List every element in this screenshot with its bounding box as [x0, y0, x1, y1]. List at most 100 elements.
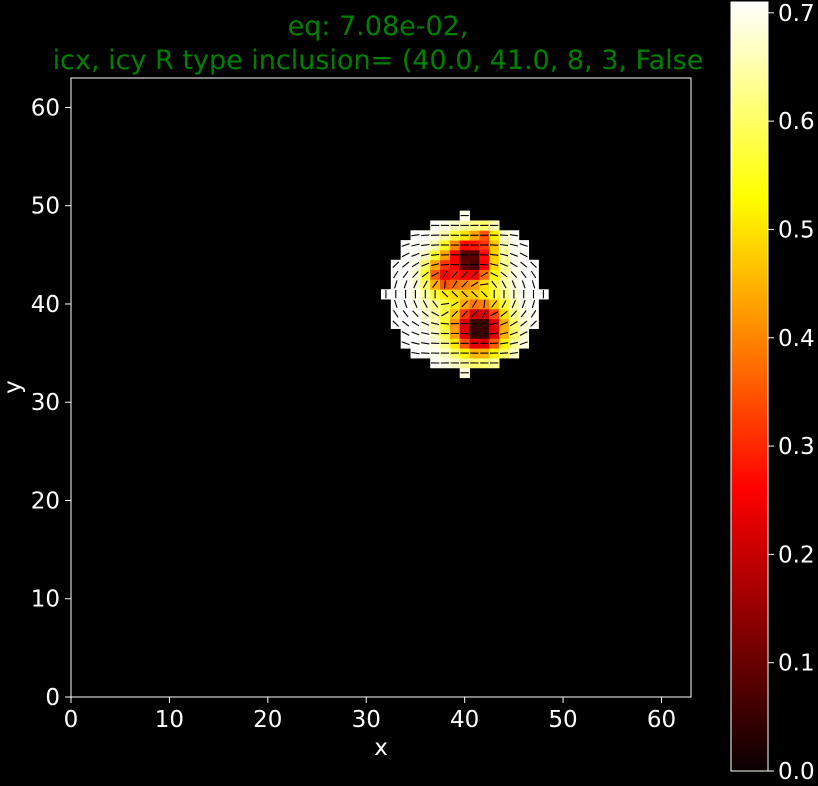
quiver-segment	[509, 331, 518, 336]
y-axis-label: y	[0, 380, 26, 394]
quiver-segment	[521, 299, 526, 309]
quiver-segment	[480, 322, 489, 325]
quiver-segment	[481, 290, 488, 298]
quiver-segment	[401, 252, 410, 258]
quiver-segment	[519, 252, 528, 258]
y-tick-label: 50	[31, 194, 60, 220]
quiver-segment	[500, 271, 508, 278]
quiver-segment	[471, 290, 478, 298]
colorbar-ticks: 0.0 0.1 0.2 0.3 0.4 0.5 0.6 0.7	[768, 1, 815, 785]
quiver-segment	[490, 272, 499, 277]
quiver-segment	[411, 243, 420, 247]
quiver-segment	[402, 320, 410, 327]
quiver-segment	[411, 262, 420, 268]
quiver-segment	[499, 342, 509, 345]
quiver-segment	[430, 244, 440, 246]
quiver-segment	[451, 301, 459, 307]
colorbar-tick-label: 0.7	[778, 1, 815, 27]
quiver-segment	[442, 270, 448, 279]
quiver-segment	[471, 271, 478, 278]
plot-area	[70, 77, 692, 698]
quiver-segment	[461, 290, 468, 298]
x-tick-label: 10	[155, 707, 184, 733]
quiver-segment	[509, 341, 519, 345]
quiver-segment	[499, 321, 509, 326]
quiver-segment	[392, 261, 400, 268]
quiver-segment	[430, 332, 440, 335]
chart-title-line-2: icx, icy R type inclusion= (40.0, 41.0, …	[53, 45, 704, 76]
quiver-segment	[411, 321, 420, 327]
quiver-segment	[432, 280, 439, 288]
y-tick-label: 10	[31, 587, 60, 613]
quiver-segment	[394, 299, 398, 309]
quiver-segment	[509, 234, 518, 237]
x-tick-label: 0	[64, 707, 79, 733]
quiver-segment	[491, 280, 498, 288]
quiver-segment	[530, 270, 537, 279]
quiver-segment	[461, 271, 468, 278]
quiver-segment	[481, 310, 487, 318]
quiver-segment	[411, 252, 420, 257]
quiver-segment	[461, 281, 468, 288]
quiver-segment	[393, 270, 399, 279]
quiver-segment	[499, 262, 509, 267]
quiver-segment	[461, 300, 468, 308]
quiver-segment	[452, 280, 458, 289]
quiver-segment	[490, 311, 499, 317]
quiver-segment	[403, 299, 408, 309]
quiver-segment	[392, 320, 400, 327]
x-tick-label: 40	[450, 707, 479, 733]
quiver-segment	[451, 290, 459, 298]
colorbar-tick-label: 0.1	[778, 651, 815, 677]
plot-frame	[70, 77, 692, 698]
y-axis: 0 10 20 30 40 50 60	[31, 95, 71, 711]
quiver-segment	[430, 322, 440, 326]
x-tick-label: 20	[253, 707, 282, 733]
quiver-segment	[509, 252, 518, 257]
quiver-segment	[413, 299, 418, 309]
quiver-segment	[412, 271, 419, 278]
x-tick-label: 30	[352, 707, 381, 733]
quiver-segment	[480, 263, 489, 266]
quiver-segment	[531, 280, 536, 289]
quiver-segment	[471, 310, 478, 318]
quiver-segment	[443, 280, 446, 289]
quiver-segment	[490, 263, 499, 267]
quiver-segment	[411, 331, 420, 336]
quiver-segment	[411, 234, 420, 237]
colorbar-tick-label: 0.0	[778, 759, 815, 785]
quiver-segment	[421, 310, 429, 317]
quiver-segment	[490, 322, 499, 326]
quiver-segment	[491, 300, 498, 308]
quiver-segment	[499, 331, 509, 335]
quiver-segment	[421, 342, 430, 345]
colorbar-tick-label: 0.4	[778, 326, 815, 352]
quiver-segment	[421, 331, 430, 335]
colorbar: 0.0 0.1 0.2 0.3 0.4 0.5 0.6 0.7	[730, 1, 815, 785]
quiver-segment	[421, 271, 429, 278]
quiver-segment	[500, 310, 508, 317]
quiver-segment	[402, 310, 409, 318]
quiver-segment	[510, 262, 518, 268]
quiver-segment	[501, 280, 507, 289]
quiver-segment	[412, 310, 419, 318]
quiver-segment	[421, 262, 430, 267]
y-tick-label: 0	[45, 685, 60, 711]
quiver-segment	[440, 322, 450, 325]
chart-title-line-1: eq: 7.08e-02,	[288, 11, 469, 42]
quiver-segment	[421, 352, 430, 354]
x-tick-label: 60	[647, 707, 676, 733]
quiver-segment	[511, 299, 517, 309]
quiver-field	[385, 215, 544, 374]
colorbar-tick-label: 0.6	[778, 109, 815, 135]
quiver-segment	[519, 331, 528, 336]
quiver-segment	[480, 271, 489, 278]
quiver-segment	[510, 321, 518, 327]
quiver-segment	[401, 341, 410, 346]
quiver-segment	[402, 261, 410, 268]
quiver-segment	[480, 283, 489, 286]
quiver-segment	[394, 280, 398, 289]
y-tick-label: 60	[31, 95, 60, 121]
quiver-segment	[431, 272, 440, 277]
quiver-segment	[421, 321, 430, 326]
